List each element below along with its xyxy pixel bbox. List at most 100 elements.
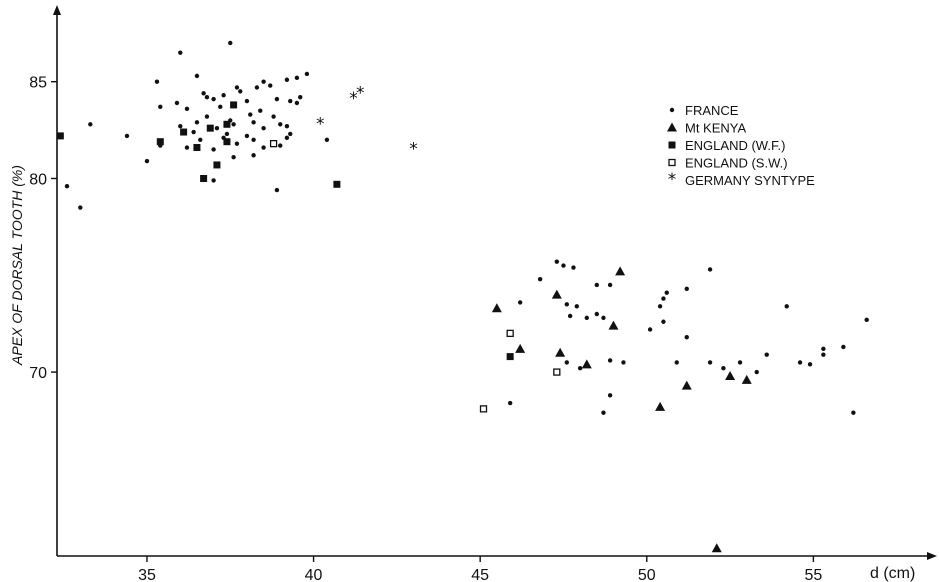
data-point-dot — [218, 104, 223, 110]
data-point-open-square — [269, 139, 278, 148]
x-tick-label: 45 — [471, 567, 489, 582]
data-point-dot — [221, 93, 226, 98]
x-axis-arrow — [927, 552, 937, 560]
data-point-dot — [284, 135, 290, 141]
legend-label: ENGLAND (S.W.) — [685, 156, 788, 171]
data-point-dot — [174, 100, 180, 106]
legend-marker-dot — [669, 107, 675, 113]
data-point-dot — [851, 410, 856, 415]
data-point-triangle — [725, 370, 736, 380]
data-point-dot — [268, 83, 273, 88]
data-point-dot — [797, 360, 803, 365]
data-point-open-square — [553, 368, 561, 376]
data-point-dot — [204, 114, 210, 119]
data-point-dot — [594, 282, 599, 288]
data-point-dot — [567, 313, 573, 319]
data-point-dot — [707, 267, 713, 272]
data-point-dot — [214, 125, 220, 131]
data-point-dot — [254, 85, 260, 90]
data-point-filled-square — [206, 124, 214, 132]
data-point-dot — [294, 75, 300, 81]
data-point-open-square — [479, 405, 488, 413]
data-point-dot — [721, 366, 726, 371]
data-point-dot — [278, 143, 283, 148]
data-point-dot — [124, 133, 130, 139]
data-point-triangle — [608, 320, 619, 330]
data-point-dot — [564, 302, 570, 307]
axes — [53, 5, 937, 560]
data-point-dot — [564, 360, 570, 365]
y-axis-title: APEX OF DORSAL TOOTH (%) — [9, 165, 25, 366]
legend-label: Mt KENYA — [685, 121, 746, 136]
data-point-dot — [517, 300, 523, 305]
data-point-dot — [841, 344, 846, 350]
series-open-square — [269, 139, 561, 413]
data-point-dot — [244, 133, 250, 139]
data-point-dot — [251, 137, 256, 142]
y-tick-label: 80 — [29, 171, 47, 188]
x-tick-label: 40 — [305, 567, 323, 582]
legend: FRANCE Mt KENYA ENGLAND (W.F.) ENGLAND (S.W… — [667, 103, 815, 190]
data-point-dot — [707, 360, 713, 365]
legend-marker-open-square — [668, 158, 676, 167]
data-point-filled-square — [193, 144, 201, 152]
data-point-dot — [864, 317, 869, 323]
data-point-dot — [154, 79, 160, 84]
data-point-dot — [251, 153, 256, 158]
data-points: **** — [56, 40, 869, 553]
data-point-dot — [661, 319, 666, 324]
data-point-dot — [271, 114, 276, 119]
x-tick-label: 50 — [638, 567, 656, 582]
legend-marker-asterisk: * — [668, 170, 677, 190]
data-point-dot — [184, 106, 190, 111]
data-point-dot — [584, 315, 589, 321]
data-point-triangle — [491, 303, 502, 313]
data-point-dot — [198, 137, 203, 142]
data-point-dot — [298, 94, 303, 100]
data-point-dot — [554, 259, 560, 264]
data-point-dot — [274, 187, 280, 193]
data-point-dot — [574, 304, 580, 309]
data-point-dot — [664, 290, 669, 295]
data-point-dot — [224, 131, 230, 137]
data-point-dot — [261, 79, 266, 84]
data-point-dot — [807, 362, 813, 367]
data-point-dot — [294, 100, 300, 106]
data-point-dot — [561, 263, 566, 268]
data-point-dot — [278, 122, 283, 127]
data-point-asterisk: * — [356, 83, 365, 103]
data-point-filled-square — [56, 132, 64, 140]
data-point-filled-square — [333, 180, 341, 188]
data-point-dot — [261, 145, 266, 150]
data-point-dot — [821, 346, 826, 352]
legend-marker-triangle — [667, 122, 677, 132]
data-point-dot — [211, 178, 216, 183]
data-point-dot — [571, 265, 576, 270]
data-point-dot — [684, 286, 689, 292]
data-point-dot — [737, 360, 743, 365]
data-point-dot — [251, 120, 256, 125]
data-point-asterisk: * — [409, 140, 418, 160]
data-point-dot — [657, 304, 663, 309]
data-point-dot — [821, 352, 826, 357]
data-point-dot — [184, 145, 190, 150]
data-point-dot — [261, 125, 266, 131]
data-point-dot — [211, 96, 216, 102]
data-point-dot — [258, 108, 263, 113]
series-filled-square — [56, 101, 514, 361]
data-point-dot — [607, 358, 613, 363]
data-point-dot — [601, 410, 606, 415]
data-point-dot — [211, 147, 216, 152]
series-dot — [64, 40, 869, 415]
data-point-dot — [784, 304, 789, 309]
data-point-dot — [284, 124, 290, 129]
data-point-dot — [194, 73, 200, 79]
legend-label: ENGLAND (W.F.) — [685, 138, 785, 153]
data-point-triangle — [581, 359, 592, 369]
data-point-dot — [507, 400, 513, 406]
data-point-dot — [284, 77, 290, 82]
data-point-dot — [88, 122, 93, 127]
data-point-dot — [158, 104, 163, 110]
data-point-dot — [191, 129, 196, 135]
